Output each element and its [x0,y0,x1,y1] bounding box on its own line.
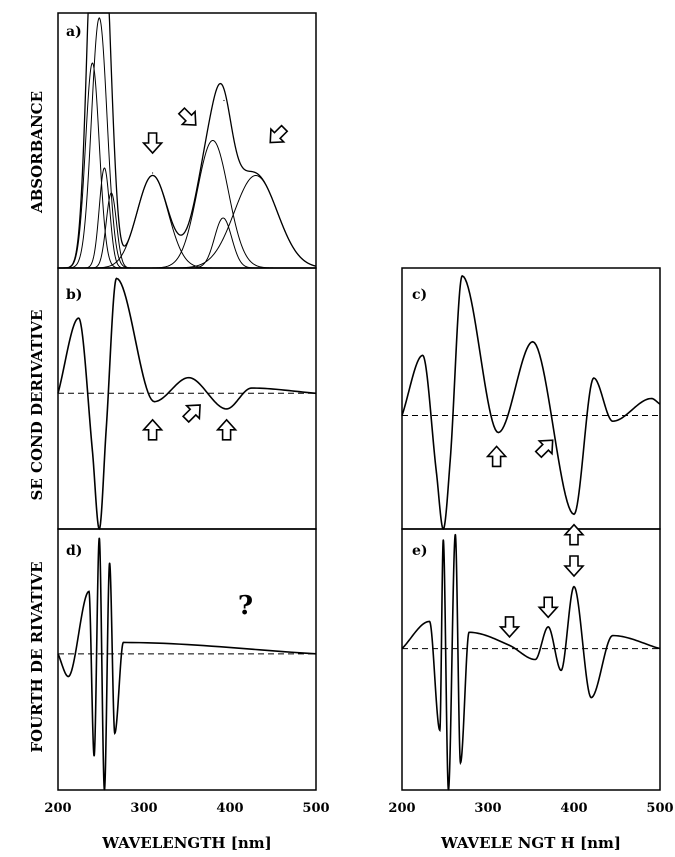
panel-e-extremum-2 [442,539,444,541]
panel-e-extremum-12 [590,696,592,699]
panel-e-curve [401,534,661,791]
panel-d-curve [57,537,317,791]
panel-d-extremum-7 [122,641,124,644]
second-derivative-label: SE COND DERIVATIVE [28,310,46,501]
panel-b-extremum-7 [225,408,228,410]
panel-e-extremum-7 [508,644,511,646]
panel-e-extremum-8 [534,658,536,661]
x-tick-right-500: 500 [646,801,673,816]
panel-b-extremum-1 [91,450,93,452]
x-ticks-right: 200 300 400 500 [388,801,673,816]
panel-d-extremum-3 [98,537,100,539]
panel-c-arrow-up [485,445,508,468]
panel-a-band-3 [58,192,316,269]
panel-a-arrow-down-right [177,106,197,126]
panel-a-band-4 [58,174,316,269]
panel-b-label: b) [66,287,82,303]
panel-d-extremum-5 [109,562,111,564]
panel-d-extremum-2 [93,755,95,757]
x-tick-left-200: 200 [44,801,71,816]
fourth-derivative-label: FOURTH DE RIVATIVE [28,561,46,752]
panel-b-arrow-up [141,418,164,441]
panel-e-extremum-6 [468,631,470,633]
panel-a-arrow-down [141,132,164,155]
panel-b-extremum-6 [188,377,190,379]
panel-a-band-5 [58,139,316,269]
panel-d-extremum-0 [67,675,69,678]
panel-c-extremum-3 [449,460,451,462]
panel-a-peak-0 [98,17,100,19]
panel-e-arrow-down [563,555,585,578]
panel-c-extremum-5 [497,431,499,434]
x-tick-left-300: 300 [130,801,157,816]
panel-b-extremum-4 [115,277,118,280]
panel-d-label: d) [66,543,82,559]
panel-e-extremum-11 [573,586,575,588]
panel-b-arrow-up-right [181,404,201,424]
panel-b-extremum-5 [153,401,155,403]
panel-c-curve [401,274,661,530]
panel-c-extremum-10 [650,397,653,400]
panel-a-peak-1 [152,172,154,174]
panel-c-arrow-up [563,523,585,546]
panel-e-frame [401,528,661,791]
x-axis-title-right: WAVELE NGT H [nm] [440,834,621,852]
panel-d-extremum-1 [88,590,90,593]
panel-e-extremum-0 [428,620,431,623]
x-axis-title-left: WAVELENGTH [nm] [101,834,272,852]
panel-c-extremum-0 [422,354,424,356]
panel-c-extremum-2 [442,528,444,530]
panel-a-peak-2 [223,99,225,102]
plot-layer: ? [57,12,661,791]
panel-a-band-7 [58,174,317,269]
panel-c-label: c) [412,287,427,303]
x-tick-right-300: 300 [474,801,501,816]
panel-c-extremum-4 [461,275,463,277]
panel-c-extremum-6 [532,341,534,343]
panel-a-arrow-down-left [269,124,289,144]
panel-a-band-2 [58,167,316,269]
panel-c-extremum-7 [573,513,575,515]
x-ticks-left: 200 300 400 500 [44,801,329,816]
panel-d-frame [57,528,317,791]
panel-d-extremum-4 [103,789,106,791]
x-tick-left-500: 500 [302,801,329,816]
panel-e-extremum-5 [459,762,462,764]
panel-d-extremum-6 [114,732,116,734]
panel-a-envelope-line [58,12,317,269]
panel-b-extremum-3 [105,429,107,431]
panel-c-frame [401,267,661,530]
x-tick-left-400: 400 [216,801,243,816]
panel-e-extremum-13 [612,634,614,637]
panel-e-extremum-4 [454,533,456,536]
panel-c-extremum-1 [435,471,437,473]
panel-e-extremum-10 [560,669,562,671]
panel-b-arrow-up [215,418,238,441]
panel-b-extremum-2 [98,528,100,530]
panel-e-arrow-down [537,596,559,619]
panel-c-extremum-9 [612,420,614,422]
absorbance-label: ABSORBANCE [28,91,46,214]
panel-b-extremum-8 [250,387,253,389]
panel-c-arrow-up-right [534,439,554,459]
panel-e-extremum-1 [439,729,441,731]
panel-e-label: e) [412,543,428,559]
panel-e-extremum-3 [447,789,450,791]
panel-b-extremum-0 [78,317,80,319]
x-tick-right-400: 400 [560,801,587,816]
panel-b-frame [57,267,317,530]
panel-a-label: a) [66,24,82,40]
panel-e-extremum-9 [547,626,549,628]
panel-e-arrow-down [498,616,521,639]
panel-c-extremum-8 [593,377,595,379]
x-tick-right-200: 200 [388,801,415,816]
panel-b-curve [57,277,317,531]
panel-d-question-mark: ? [238,591,253,621]
